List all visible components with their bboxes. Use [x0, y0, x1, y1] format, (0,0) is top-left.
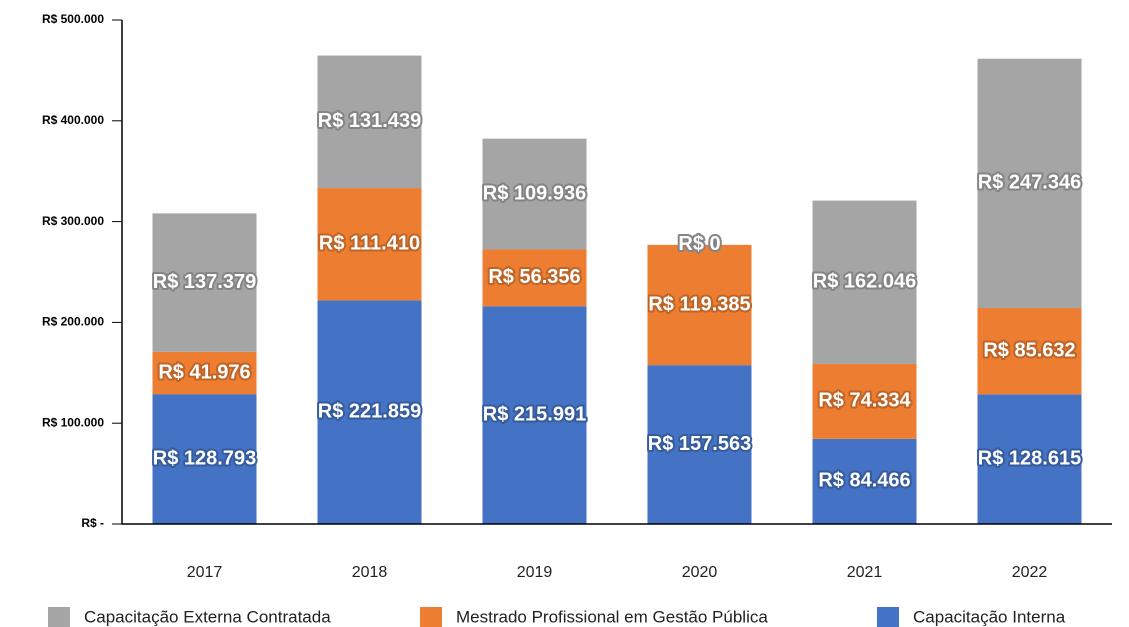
value-label: R$ 128.615 [978, 447, 1081, 469]
bar-segment [482, 138, 587, 250]
bar-segment [482, 306, 587, 524]
value-label: R$ 247.346 [978, 172, 1081, 194]
y-tick-label: R$ 400.000 [42, 113, 104, 127]
value-label: R$ 119.385 [648, 293, 750, 315]
legend-swatch [877, 607, 899, 627]
legend-label: Capacitação Interna [913, 607, 1066, 626]
value-label: R$ 109.936 [483, 182, 586, 204]
x-tick-label: 2020 [682, 564, 718, 581]
value-label: R$ 157.563 [648, 433, 751, 455]
legend-label: Mestrado Profissional em Gestão Pública [456, 607, 768, 626]
legend-swatch [48, 607, 70, 627]
bar-segment [812, 438, 917, 524]
bar-segment [977, 394, 1082, 524]
value-label: R$ 84.466 [818, 470, 910, 492]
value-label: R$ 131.439 [318, 110, 421, 132]
legend-swatch [420, 607, 442, 627]
y-tick-label: R$ 500.000 [42, 12, 104, 26]
value-label: R$ 111.410 [319, 232, 420, 254]
value-label: R$ 128.793 [153, 447, 256, 469]
value-label: R$ 221.859 [318, 400, 421, 422]
value-label: R$ 0 [678, 233, 720, 255]
bar-segment [647, 244, 752, 366]
bar-segment [482, 249, 587, 307]
bar-segment [317, 300, 422, 524]
value-label: R$ 162.046 [813, 271, 916, 293]
y-tick-label: R$ 100.000 [42, 415, 104, 429]
bar-segment [647, 365, 752, 524]
bar-segment [812, 200, 917, 364]
value-label: R$ 74.334 [818, 390, 911, 412]
bar-segment [812, 363, 917, 439]
value-label: R$ 215.991 [483, 403, 586, 425]
x-tick-label: 2017 [187, 564, 223, 581]
bar-segment [152, 351, 257, 395]
bar-segment [317, 55, 422, 189]
value-label: R$ 56.356 [488, 266, 580, 288]
y-tick-label: R$ 300.000 [42, 214, 104, 228]
bar-segment [317, 188, 422, 301]
x-tick-label: 2022 [1012, 564, 1048, 581]
y-tick-label: R$ 200.000 [42, 315, 104, 329]
legend-label: Capacitação Externa Contratada [84, 607, 331, 626]
x-tick-label: 2019 [517, 564, 553, 581]
bar-segment [152, 213, 257, 352]
value-label: R$ 137.379 [153, 271, 256, 293]
x-tick-label: 2021 [847, 564, 883, 581]
bar-segment [977, 58, 1082, 309]
x-tick-label: 2018 [352, 564, 388, 581]
y-tick-label: R$ - [81, 516, 104, 530]
value-label: R$ 85.632 [983, 339, 1075, 361]
bar-segment [977, 308, 1082, 395]
value-label: R$ 41.976 [158, 361, 250, 383]
bar-segment [152, 394, 257, 524]
